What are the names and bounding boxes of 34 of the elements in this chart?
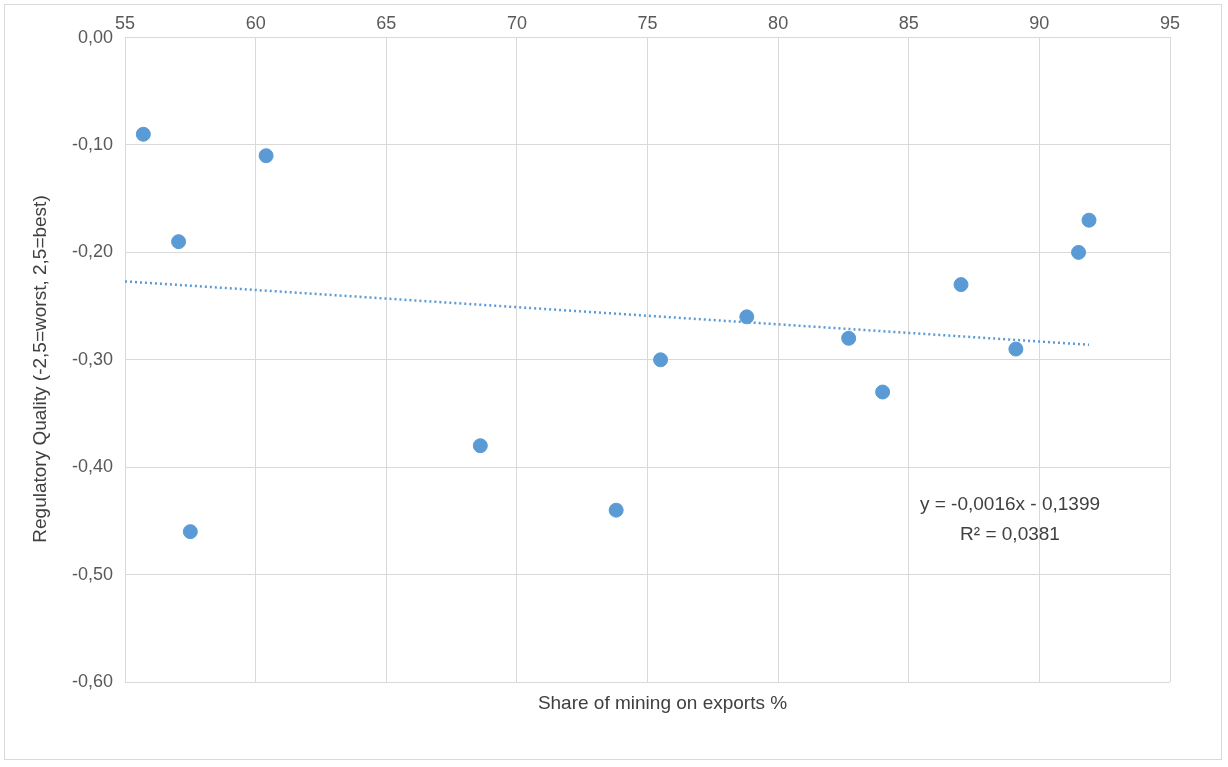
- y-tick-label: -0,40: [72, 456, 114, 477]
- y-tick-label: 0,00: [77, 26, 114, 47]
- y-axis-title: Regulatory Quality (-2,5=worst, 2,5=best): [29, 195, 51, 543]
- x-tick-label: 70: [506, 12, 527, 33]
- x-tick-label: 55: [115, 12, 136, 33]
- point: [608, 502, 624, 518]
- x-tick-label: 80: [768, 12, 789, 33]
- y-tick-label: -0,20: [72, 241, 114, 262]
- y-tick-label: -0,50: [72, 563, 114, 584]
- x-axis-title: Share of mining on exports %: [536, 692, 789, 714]
- point: [653, 352, 669, 368]
- point: [135, 126, 151, 142]
- x-tick-label: 75: [637, 12, 658, 33]
- x-tick-label: 65: [376, 12, 397, 33]
- annotation: y = -0,0016x - 0,1399: [919, 493, 1101, 515]
- point: [182, 524, 198, 540]
- point: [875, 384, 891, 400]
- x-tick-label: 95: [1159, 12, 1181, 33]
- annotation: R² = 0,0381: [960, 523, 1060, 545]
- point: [841, 330, 857, 346]
- x-tick-label: 60: [245, 12, 266, 33]
- x-tick-label: 90: [1029, 12, 1050, 33]
- point: [1071, 244, 1087, 260]
- point: [258, 148, 274, 164]
- y-tick-label: -0,30: [72, 348, 114, 369]
- point: [953, 277, 969, 293]
- point: [1008, 341, 1024, 357]
- x-tick-label: 85: [898, 12, 919, 33]
- y-tick-label: -0,60: [72, 670, 114, 691]
- point: [739, 309, 755, 325]
- point: [171, 234, 187, 250]
- point: [472, 438, 488, 454]
- point: [1081, 212, 1097, 228]
- y-tick-label: -0,10: [72, 133, 114, 154]
